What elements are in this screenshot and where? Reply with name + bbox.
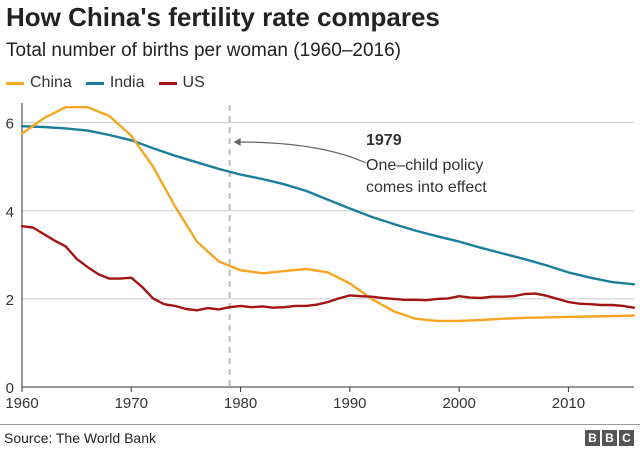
legend-swatch-china: [6, 81, 24, 85]
annotation-year: 1979: [366, 132, 402, 149]
series-line-us: [20, 225, 636, 312]
footer-divider: [0, 424, 640, 425]
y-tick-label: 4: [6, 204, 14, 221]
annotation-text-line1: One–child policy: [366, 157, 483, 174]
series-line-china: [20, 106, 636, 323]
x-tick-label: 1980: [224, 395, 257, 412]
x-tick-label: 2000: [442, 395, 475, 412]
bbc-logo: B B C: [585, 430, 634, 446]
series-line-india: [20, 125, 636, 286]
legend-label-china: China: [30, 74, 72, 91]
y-tick-label: 2: [6, 292, 14, 309]
annotation-arrowhead: [233, 138, 241, 146]
fertility-line-chart: 0 2 4 6 1960 1970 1980 1990 2000 2010 1979 One–chil…: [5, 103, 636, 412]
annotation-arrow: [237, 141, 367, 164]
y-tick-label: 0: [6, 380, 14, 397]
source-note: Source: The World Bank: [4, 430, 157, 446]
legend: China India US: [6, 74, 205, 92]
legend-item-china: China: [6, 74, 72, 92]
x-tick-label: 1990: [333, 395, 366, 412]
bbc-logo-letter: B: [602, 430, 617, 446]
footer: Source: The World Bank B B C: [0, 424, 640, 450]
y-tick-label: 6: [6, 116, 14, 133]
x-tick-label: 2010: [552, 395, 585, 412]
legend-label-us: US: [182, 74, 205, 91]
x-tick-label: 1970: [115, 395, 148, 412]
bbc-logo-letter: B: [585, 430, 600, 446]
chart-subtitle: Total number of births per woman (1960–2…: [6, 40, 402, 61]
legend-item-india: India: [85, 74, 145, 92]
legend-swatch-us: [158, 81, 177, 85]
legend-item-us: US: [158, 74, 205, 92]
legend-swatch-india: [85, 81, 104, 85]
annotation-text-line2: comes into effect: [366, 179, 487, 196]
bbc-logo-letter: C: [619, 430, 634, 446]
x-tick-label: 1960: [5, 395, 38, 412]
legend-label-india: India: [109, 74, 145, 91]
chart-title: How China's fertility rate compares: [6, 2, 440, 32]
